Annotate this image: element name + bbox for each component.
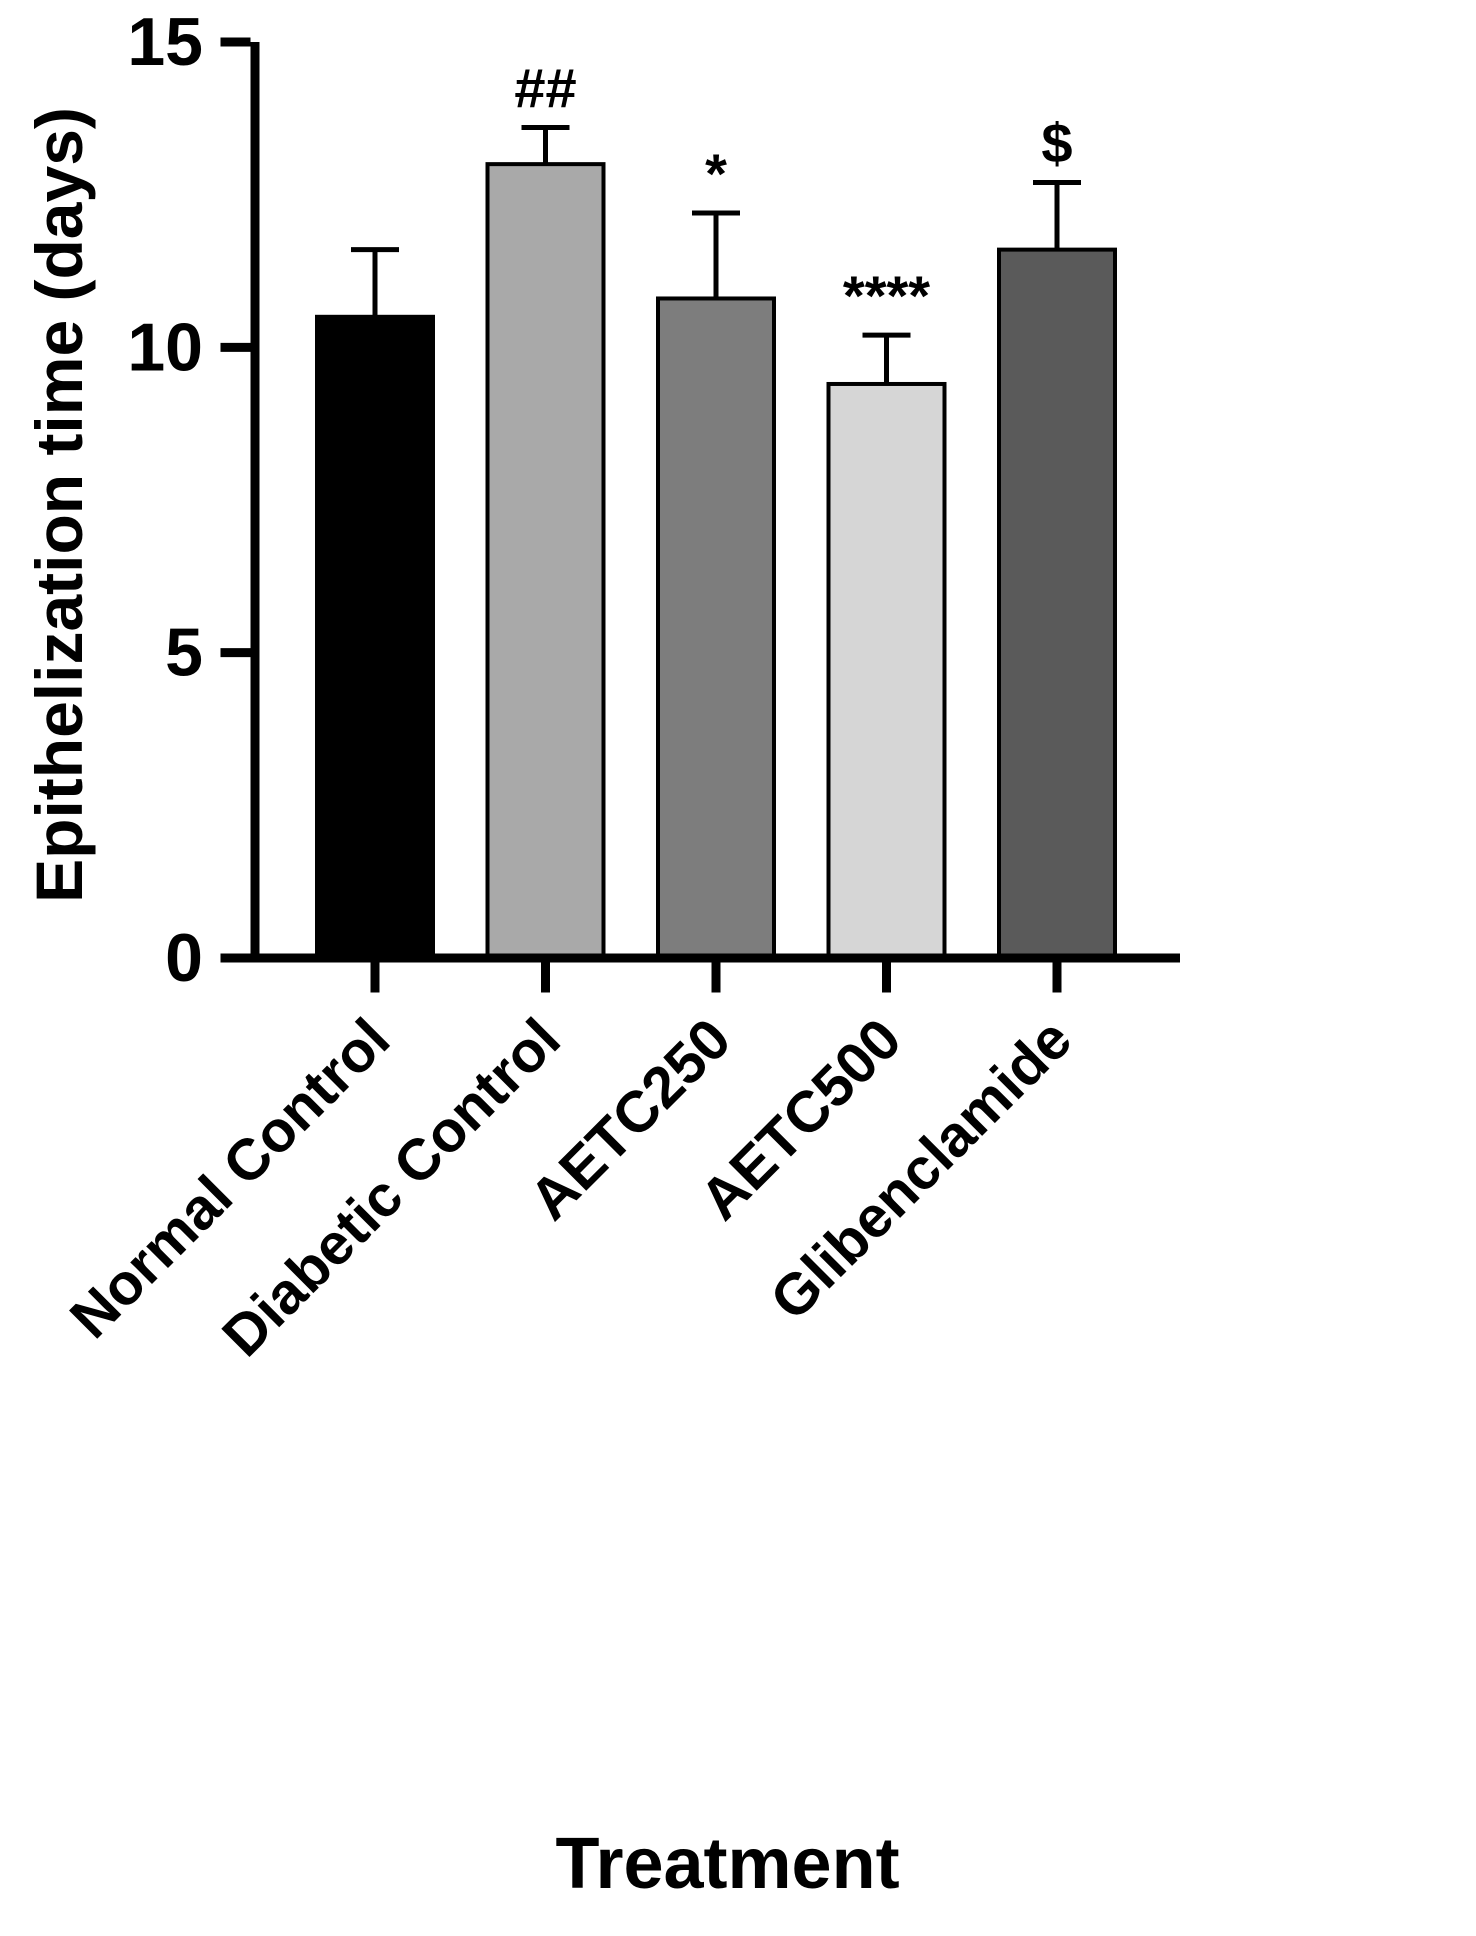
bar [826,381,947,960]
x-category-label: Glibenclamide [758,1006,1084,1332]
significance-annotation: ## [514,56,576,119]
bar [485,162,606,960]
x-axis-title: Treatment [555,1824,899,1904]
y-tick-label: 15 [127,4,203,80]
y-tick-label: 10 [127,309,203,385]
significance-annotation: $ [1041,111,1072,174]
bar [656,296,776,961]
x-category-label: Normal Control [58,1006,402,1350]
y-tick-label: 5 [165,615,203,691]
bar [315,314,435,960]
significance-annotation: **** [843,264,930,327]
axes [250,42,1180,963]
significance-annotation: * [705,142,727,205]
y-tick-label: 0 [165,920,203,996]
y-axis-title: Epithelization time (days) [22,107,96,903]
bar [997,247,1117,961]
